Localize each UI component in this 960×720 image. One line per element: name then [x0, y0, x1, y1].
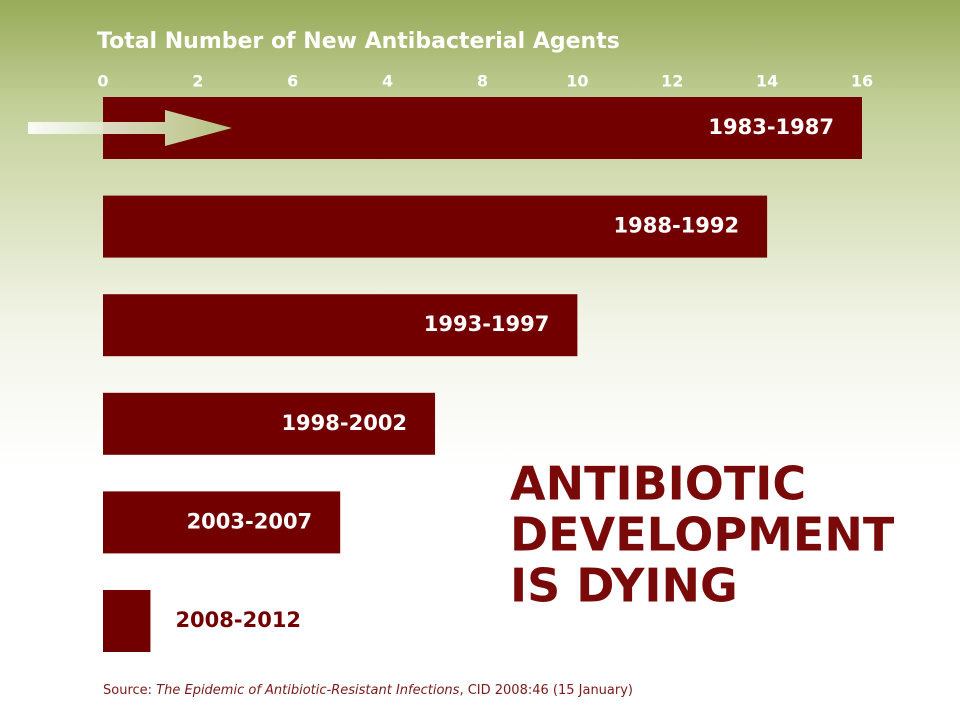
- source-prefix: Source:: [103, 683, 152, 698]
- bar: [103, 392, 436, 455]
- source: Source: The Epidemic of Antibiotic-Resis…: [103, 683, 633, 698]
- annotation: DEVELOPMENT: [510, 508, 895, 562]
- category-label: 2008-2012: [175, 608, 301, 632]
- x-tick-label: 10: [566, 72, 588, 91]
- bar: [103, 294, 578, 357]
- x-tick-label: 0: [97, 72, 108, 91]
- x-tick-label: 8: [477, 72, 488, 91]
- chart-title: Total Number of New Antibacterial Agents: [97, 29, 620, 54]
- annotation: ANTIBIOTIC: [510, 457, 806, 511]
- x-tick-label: 4: [382, 72, 393, 91]
- plot-area: 0 2 6 4 8 10 12 14 16 1983-1987 1988-1992 1993-1997…: [97, 72, 873, 652]
- bar: [103, 491, 341, 554]
- annotation: IS DYING: [510, 559, 738, 613]
- source-title: The Epidemic of Antibiotic-Resistant Inf…: [156, 683, 459, 698]
- category-label: 1998-2002: [281, 411, 407, 435]
- category-label: 2003-2007: [187, 509, 313, 533]
- category-label: 1988-1992: [614, 214, 740, 238]
- x-tick-label: 16: [851, 72, 873, 91]
- bar: [103, 590, 151, 652]
- category-label: 1983-1987: [708, 115, 834, 139]
- source-rest: , CID 2008:46 (15 January): [459, 683, 633, 698]
- arrow-icon: [28, 110, 232, 146]
- bar: [103, 195, 768, 258]
- x-tick-label: 12: [661, 72, 683, 91]
- x-tick-label: 2: [192, 72, 203, 91]
- x-tick-label: 6: [287, 72, 298, 91]
- category-label: 1993-1997: [424, 312, 550, 336]
- x-tick-label: 14: [756, 72, 778, 91]
